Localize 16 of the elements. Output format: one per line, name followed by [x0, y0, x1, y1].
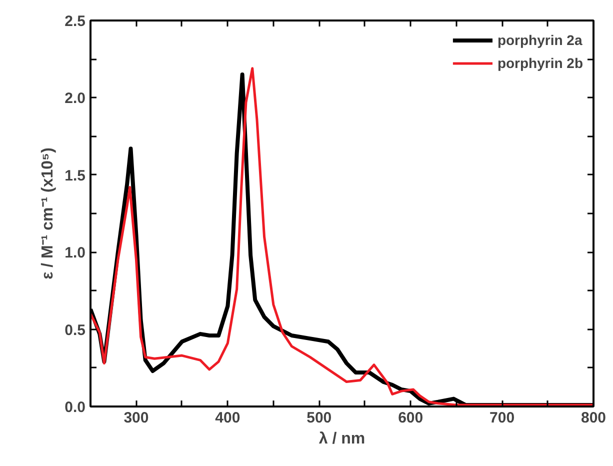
- x-axis-title: λ / nm: [318, 430, 366, 448]
- legend-label: porphyrin 2b: [497, 55, 583, 71]
- y-tick-label: 2.5: [64, 13, 86, 30]
- y-axis-title: ε / M⁻¹ cm⁻¹ (x10⁵): [40, 148, 57, 280]
- y-tick-label: 2.0: [64, 90, 86, 108]
- x-tick-label: 700: [490, 410, 515, 426]
- x-tick-label: 300: [124, 410, 149, 426]
- x-tick-label: 600: [398, 410, 424, 426]
- x-tick-label: 800: [580, 410, 606, 426]
- x-tick-label: 500: [306, 410, 332, 426]
- y-tick-label: 0.0: [64, 399, 86, 416]
- y-tick-label: 1.5: [64, 167, 86, 184]
- y-tick-label: 0.5: [64, 322, 86, 339]
- x-tick-label: 400: [215, 410, 240, 426]
- legend-label: porphyrin 2a: [497, 32, 582, 48]
- y-tick-label: 1.0: [64, 244, 86, 262]
